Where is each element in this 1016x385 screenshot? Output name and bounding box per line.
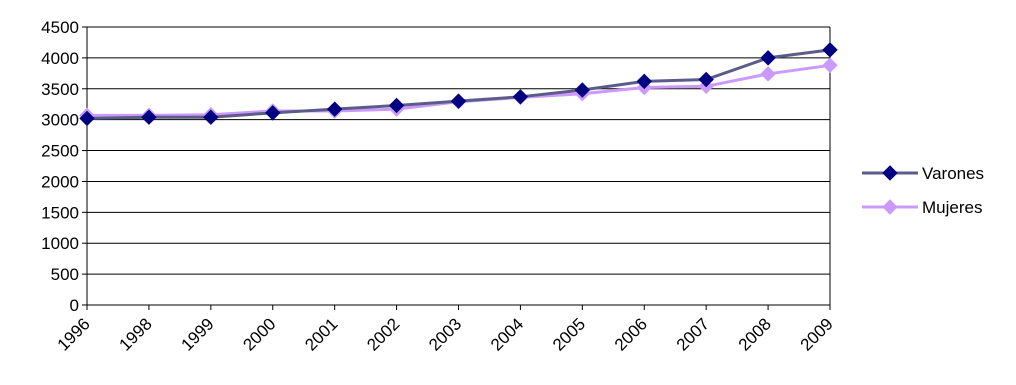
x-tick-label: 2000 (239, 314, 279, 354)
legend: Varones Mujeres (862, 164, 984, 217)
y-tick-label: 0 (70, 296, 79, 315)
data-point (141, 109, 157, 125)
y-tick-label: 1500 (41, 203, 79, 222)
x-tick-label: 2001 (301, 314, 341, 354)
axes (82, 26, 831, 310)
data-point (636, 73, 652, 90)
data-point (698, 71, 714, 88)
y-tick-label: 4500 (41, 18, 79, 37)
x-tick-label: 2008 (735, 314, 775, 354)
y-tick-label: 2000 (41, 172, 79, 191)
x-tick-label: 2006 (611, 314, 651, 354)
x-tick-label: 1999 (177, 314, 217, 354)
x-tick-label: 1996 (54, 314, 94, 354)
series-varones (79, 42, 838, 127)
data-point (388, 97, 405, 114)
y-tick-label: 2500 (41, 142, 79, 161)
data-point (265, 105, 281, 121)
x-tick-label: 2003 (425, 314, 465, 354)
series-lines (79, 42, 838, 127)
y-axis-tick-labels: 0 500 1000 1500 2000 2500 3000 3500 4000 4500 (41, 18, 79, 315)
data-point (574, 82, 591, 98)
y-tick-label: 500 (51, 265, 79, 284)
x-tick-label: 2002 (363, 314, 403, 354)
legend-marker (882, 199, 898, 215)
legend-marker (882, 165, 898, 181)
y-tick-label: 3500 (41, 80, 79, 99)
series-mujeres (79, 57, 838, 124)
data-point (79, 110, 95, 127)
data-point (450, 93, 467, 109)
x-tick-label: 2009 (797, 314, 837, 354)
y-tick-label: 1000 (41, 234, 79, 253)
x-tick-label: 1998 (116, 314, 156, 354)
data-point (203, 109, 219, 125)
legend-item-varones: Varones (862, 164, 984, 183)
gridlines (87, 26, 830, 275)
x-tick-label: 2005 (549, 314, 589, 354)
data-point (326, 101, 343, 117)
y-tick-label: 4000 (41, 49, 79, 68)
x-tick-label: 2004 (487, 314, 527, 354)
legend-item-mujeres: Mujeres (862, 198, 982, 217)
data-point (760, 66, 776, 82)
x-tick-label: 2007 (673, 314, 713, 354)
data-point (822, 42, 838, 58)
data-point (760, 50, 776, 66)
y-tick-label: 3000 (41, 111, 79, 130)
data-point (512, 89, 529, 105)
x-axis-tick-labels: 1996 1998 1999 2000 2001 2002 2003 2004 2005 2006… (54, 314, 837, 354)
data-point (822, 57, 838, 74)
legend-label: Mujeres (922, 198, 982, 217)
legend-label: Varones (922, 164, 984, 183)
